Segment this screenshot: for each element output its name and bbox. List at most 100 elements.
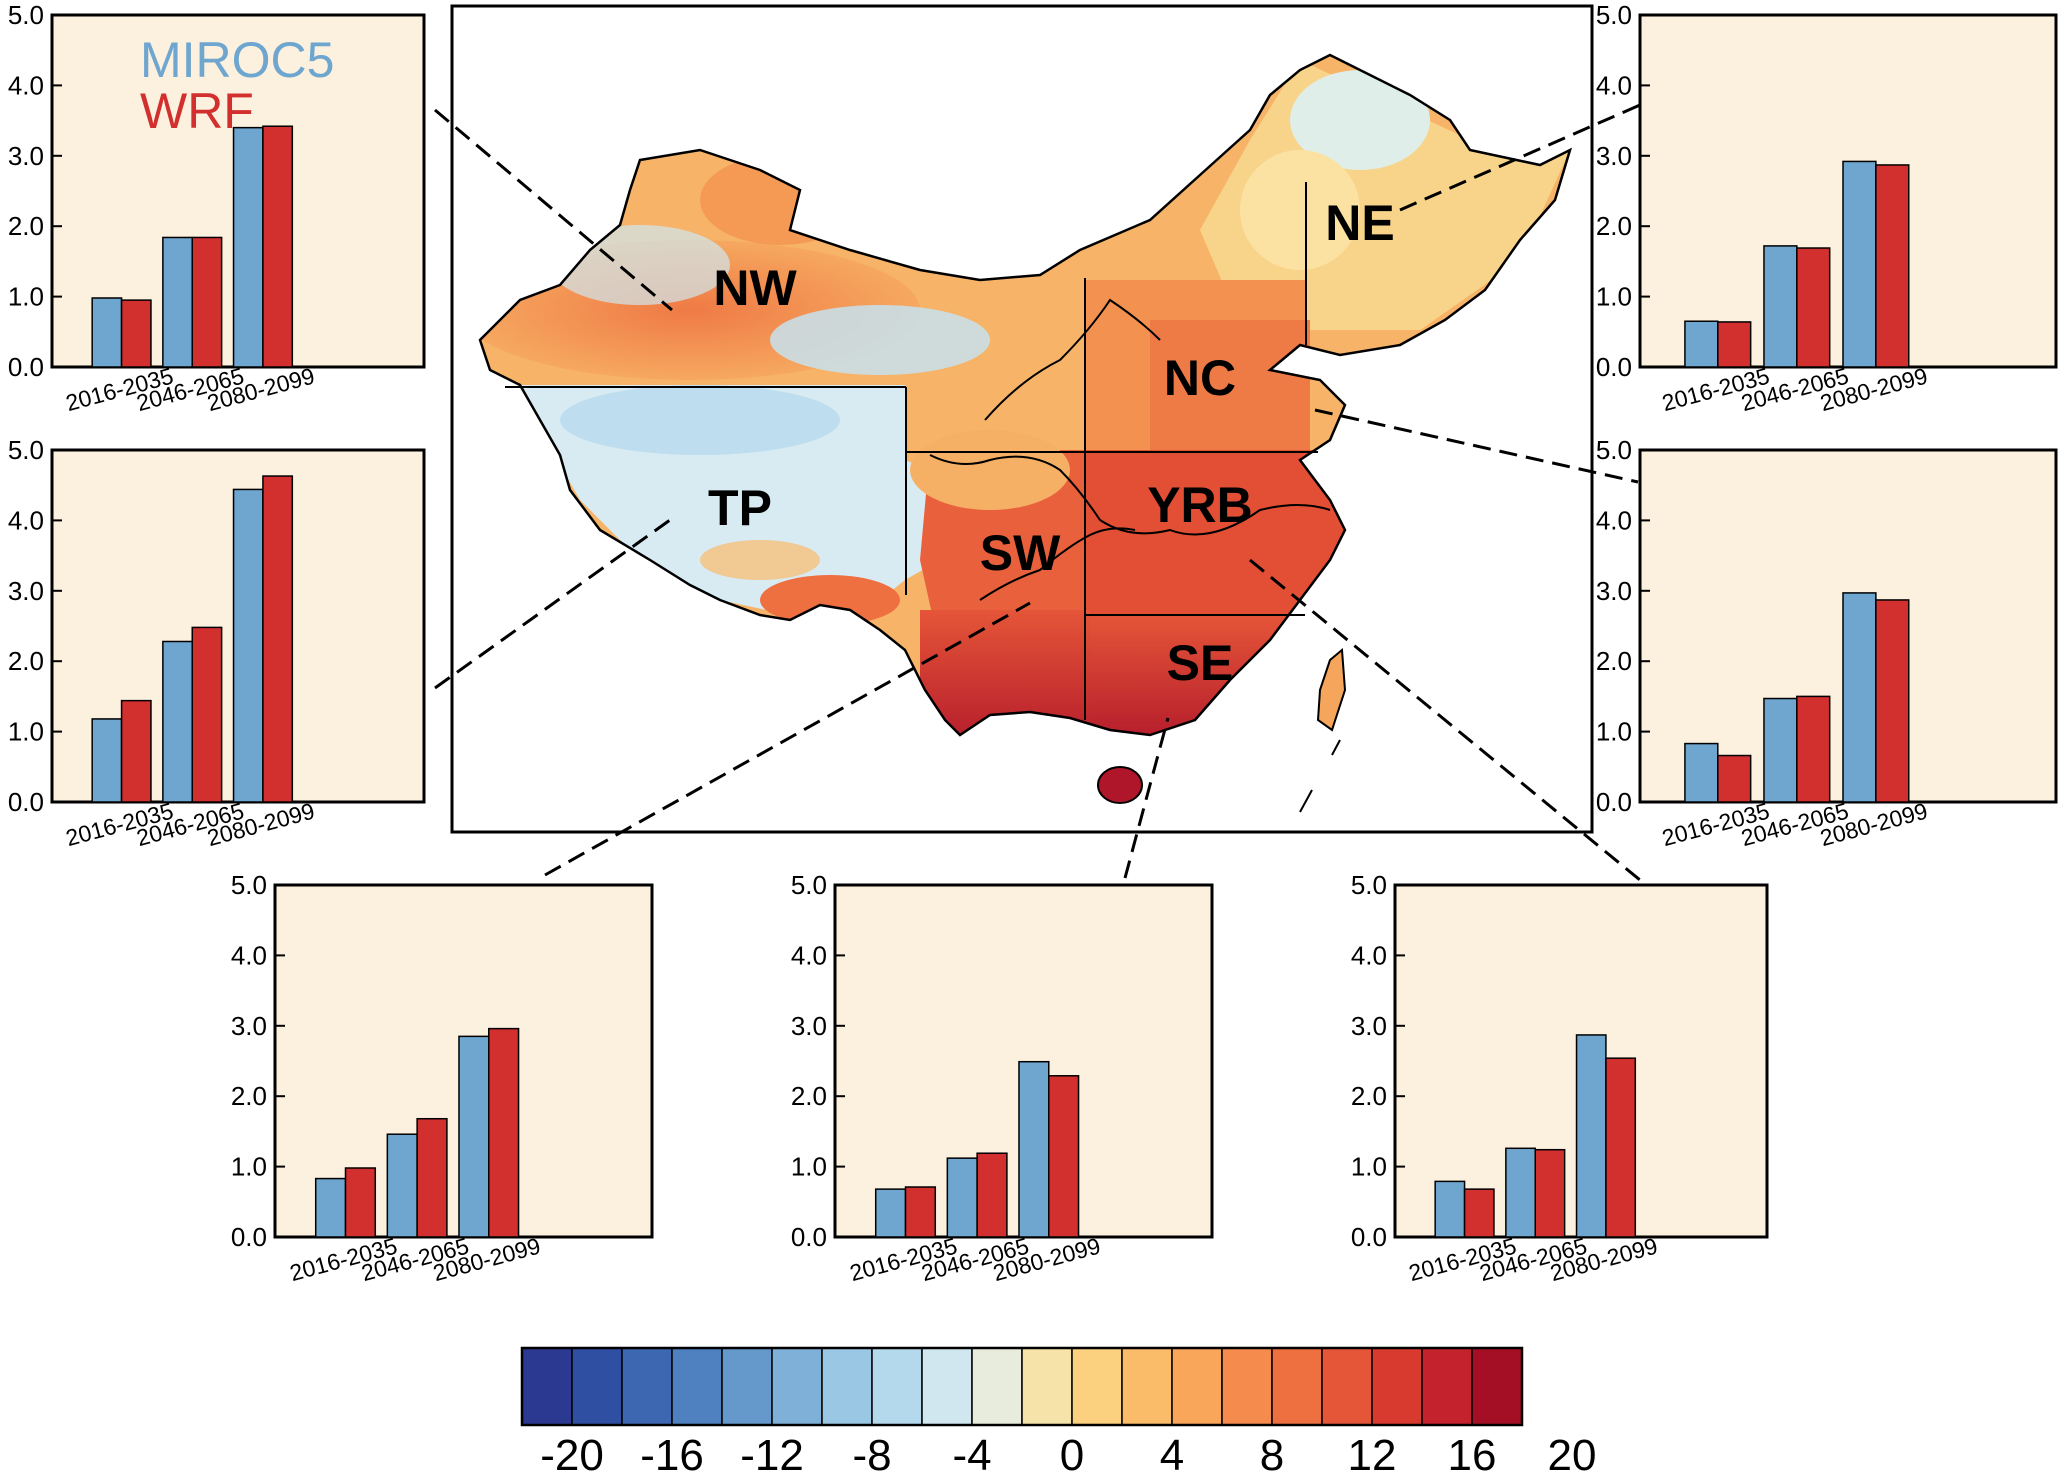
- bar-wrf: [416, 1117, 448, 1238]
- colorbar-tick-label: 4: [1160, 1431, 1184, 1477]
- colorbar-swatch: [1121, 1347, 1173, 1426]
- y-tick-label: 1.0: [231, 1152, 267, 1182]
- y-tick-label: 4.0: [1596, 505, 1632, 535]
- colorbar: -20 -16 -12 -8 -4 0 4 8 12 16 20: [520, 1346, 1597, 1477]
- y-tick-label: 4.0: [231, 940, 267, 970]
- region-label-tp: TP: [708, 480, 772, 536]
- colorbar-swatch: [521, 1347, 573, 1426]
- island-dash: [1331, 739, 1341, 756]
- colorbar-tick-label: 20: [1548, 1431, 1597, 1477]
- region-label-yrb: YRB: [1147, 477, 1253, 533]
- y-tick-label: 1.0: [791, 1152, 827, 1182]
- y-tick-label: 2.0: [1596, 646, 1632, 676]
- bar-panels: 0.01.02.03.04.05.02016-20352046-20652080…: [8, 0, 2058, 1286]
- region-label-nw: NW: [713, 260, 797, 316]
- bar-miroc5: [1763, 697, 1798, 803]
- bar-panel-nc: 0.01.02.03.04.05.02016-20352046-20652080…: [1596, 435, 2058, 851]
- bar-panel-tp: 0.01.02.03.04.05.02016-20352046-20652080…: [8, 435, 426, 851]
- colorbar-swatch: [1421, 1347, 1473, 1426]
- y-tick-label: 3.0: [1351, 1011, 1387, 1041]
- y-tick-label: 1.0: [8, 282, 44, 312]
- y-tick-label: 5.0: [8, 435, 44, 465]
- bar-miroc5: [1505, 1147, 1536, 1238]
- y-tick-label: 1.0: [1596, 282, 1632, 312]
- china-outline: [478, 53, 1573, 737]
- colorbar-swatch: [571, 1347, 623, 1426]
- y-tick-label: 1.0: [8, 717, 44, 747]
- y-tick-label: 2.0: [1351, 1081, 1387, 1111]
- y-tick-label: 5.0: [1351, 870, 1387, 900]
- bar-miroc5: [162, 236, 193, 368]
- y-tick-label: 3.0: [1596, 141, 1632, 171]
- bar-wrf: [191, 236, 223, 368]
- colorbar-swatch: [821, 1347, 873, 1426]
- colorbar-swatch: [621, 1347, 673, 1426]
- bar-miroc5: [1575, 1034, 1607, 1238]
- bar-wrf: [1875, 599, 1910, 803]
- y-tick-label: 3.0: [1596, 576, 1632, 606]
- colorbar-tick-label: -12: [740, 1431, 804, 1477]
- bar-wrf: [1605, 1057, 1637, 1238]
- colorbar-tick-label: 12: [1348, 1431, 1397, 1477]
- bar-panel-se: 0.01.02.03.04.05.02016-20352046-20652080…: [791, 870, 1214, 1286]
- bar-miroc5: [458, 1035, 490, 1238]
- region-label-sw: SW: [980, 525, 1061, 581]
- bar-wrf: [120, 299, 152, 368]
- y-tick-label: 5.0: [791, 870, 827, 900]
- bar-miroc5: [314, 1177, 347, 1238]
- colorbar-swatch: [921, 1347, 973, 1426]
- y-tick-label: 4.0: [791, 940, 827, 970]
- bar-miroc5: [386, 1133, 418, 1238]
- y-tick-label: 0.0: [1596, 787, 1632, 817]
- bar-miroc5: [162, 640, 193, 803]
- bar-miroc5: [91, 297, 123, 368]
- bar-panel-yrb: 0.01.02.03.04.05.02016-20352046-20652080…: [1351, 870, 1769, 1286]
- y-tick-label: 2.0: [791, 1081, 827, 1111]
- y-tick-label: 0.0: [1596, 352, 1632, 382]
- bar-miroc5: [1434, 1180, 1466, 1238]
- bar-wrf: [191, 626, 223, 803]
- legend-wrf: WRF: [140, 83, 254, 139]
- hainan-island: [1097, 766, 1143, 804]
- y-tick-label: 0.0: [1351, 1222, 1387, 1252]
- leader-lines: [434, 103, 1641, 882]
- y-tick-label: 0.0: [8, 787, 44, 817]
- region-label-nc: NC: [1164, 350, 1236, 406]
- colorbar-swatch: [721, 1347, 773, 1426]
- y-tick-label: 3.0: [791, 1011, 827, 1041]
- bar-panel-ne: 0.01.02.03.04.05.02016-20352046-20652080…: [1596, 0, 2058, 416]
- legend-miroc5: MIROC5: [140, 32, 334, 88]
- y-tick-label: 3.0: [8, 576, 44, 606]
- y-tick-label: 5.0: [1596, 0, 1632, 30]
- bar-miroc5: [1684, 320, 1719, 368]
- taiwan-island: [1316, 647, 1347, 732]
- region-label-se: SE: [1167, 635, 1234, 691]
- colorbar-frame: [520, 1346, 1524, 1427]
- colorbar-swatch: [871, 1347, 923, 1426]
- y-tick-label: 1.0: [1596, 717, 1632, 747]
- bar-panel-sw: 0.01.02.03.04.05.02016-20352046-20652080…: [231, 870, 654, 1286]
- colorbar-tick-label: -20: [540, 1431, 604, 1477]
- y-tick-label: 2.0: [8, 211, 44, 241]
- colorbar-tick-label: -8: [852, 1431, 891, 1477]
- bar-wrf: [262, 125, 294, 368]
- bar-miroc5: [232, 488, 264, 803]
- bar-wrf: [1048, 1075, 1080, 1238]
- colorbar-tick-label: -16: [640, 1431, 704, 1477]
- colorbar-swatch: [1221, 1347, 1273, 1426]
- bar-panel-nw: 0.01.02.03.04.05.02016-20352046-20652080…: [8, 0, 426, 416]
- y-tick-label: 5.0: [1596, 435, 1632, 465]
- bar-wrf: [904, 1186, 937, 1238]
- bar-miroc5: [1763, 245, 1798, 368]
- y-tick-label: 3.0: [231, 1011, 267, 1041]
- y-tick-label: 4.0: [8, 505, 44, 535]
- bar-miroc5: [946, 1157, 978, 1238]
- bar-wrf: [1717, 321, 1752, 368]
- colorbar-swatch: [1021, 1347, 1073, 1426]
- colorbar-swatch: [1321, 1347, 1373, 1426]
- colorbar-swatch: [771, 1347, 823, 1426]
- bar-miroc5: [1842, 160, 1877, 368]
- colorbar-swatch: [1171, 1347, 1223, 1426]
- bar-wrf: [976, 1152, 1008, 1238]
